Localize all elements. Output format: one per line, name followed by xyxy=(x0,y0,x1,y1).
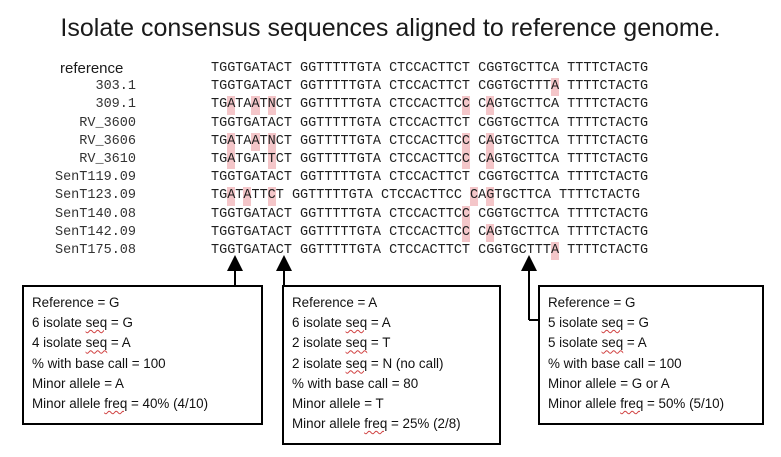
callout-abbrev: seq xyxy=(345,335,368,351)
sequence-row: TGATGATTCT GGTTTTTGTA CTCCACTTCC CAGTGCT… xyxy=(211,150,781,170)
callout-text: = T xyxy=(367,335,391,351)
callout-line: Minor allele freq = 25% (2/8) xyxy=(292,414,491,434)
callout-text: = 50% (5/10) xyxy=(643,395,725,411)
callout-abbrev: freq xyxy=(104,395,128,411)
sequence-row: TGGTGATACT GGTTTTTGTA CTCCACTTCT CGGTGCT… xyxy=(211,241,781,261)
sequence-row: TGGTGATACT GGTTTTTGTA CTCCACTTCT CGGTGCT… xyxy=(211,170,649,186)
callout-text: 5 isolate xyxy=(548,315,602,331)
callout-line: 4 isolate seq = A xyxy=(32,333,253,353)
sequence-alignment: TGGTGATACT GGTTTTTGTA CTCCACTTCT CGGTGCT… xyxy=(211,60,781,261)
callout-text: 2 isolate xyxy=(292,355,346,371)
callout-text: Minor allele xyxy=(548,395,621,411)
callout-text: Minor allele xyxy=(292,416,365,432)
sequence-row: TGATATTCT GGTTTTTGTA CTCCACTTCC CAGTGCTT… xyxy=(211,187,781,206)
callout-line: Minor allele = T xyxy=(292,395,384,411)
callout-text: 4 isolate xyxy=(32,335,86,351)
callout-line: 2 isolate seq = N (no call) xyxy=(292,354,491,374)
isolate-label: 303.1 xyxy=(95,79,136,95)
callout-text: = G xyxy=(623,315,649,331)
isolate-label: RV_3610 xyxy=(79,151,136,167)
callout-text: Minor allele xyxy=(32,395,105,411)
callout-abbrev: seq xyxy=(601,335,624,351)
callout-line: % with base call = 80 xyxy=(292,375,419,391)
sequence-row: TGGTGATACT GGTTTTTGTA CTCCACTTCT CGGTGCT… xyxy=(211,78,781,97)
callout-line: Minor allele = A xyxy=(32,375,124,391)
isolate-label: SenT175.08 xyxy=(54,242,136,258)
callout-line: 6 isolate seq = A xyxy=(292,313,491,333)
sequence-row: TGGTGATACT GGTTTTTGTA CTCCACTTCC CAGTGCT… xyxy=(211,223,781,242)
callout-abbrev: freq xyxy=(620,395,644,411)
callout-line: 2 isolate seq = T xyxy=(292,333,491,353)
isolate-label: SenT123.09 xyxy=(54,188,136,204)
callout-text: 2 isolate xyxy=(292,335,346,351)
isolate-label-column: reference 303.1 309.1 RV_3600 RV_3606 RV_3610… xyxy=(18,60,136,260)
callout-line: 5 isolate seq = G xyxy=(548,313,754,333)
sequence-row: TGATAATNCT GGTTTTTGTA CTCCACTTCC CAGTGCT… xyxy=(211,132,781,151)
sequence-row: TGGTGATACT GGTTTTTGTA CTCCACTTCC CGGTGCT… xyxy=(211,205,781,224)
callout-text: = A xyxy=(107,335,131,351)
callout-text: = G xyxy=(107,315,133,331)
isolate-label: 309.1 xyxy=(95,97,136,113)
isolate-label: SenT140.08 xyxy=(54,206,136,222)
sequence-row: TGGTGATACT GGTTTTTGTA CTCCACTTCT CGGTGCT… xyxy=(211,115,649,131)
callout-abbrev: seq xyxy=(345,315,368,331)
callout-abbrev: seq xyxy=(85,315,108,331)
sequence-row: TGATAATNCT GGTTTTTGTA CTCCACTTCC CAGTGCT… xyxy=(211,96,781,115)
callout-abbrev: freq xyxy=(364,416,388,432)
callout-text: = A xyxy=(367,315,391,331)
isolate-label: RV_3606 xyxy=(79,133,136,149)
callout-line: 6 isolate seq = G xyxy=(32,313,253,333)
callout-line: Reference = G xyxy=(32,295,120,310)
callout-abbrev: seq xyxy=(85,335,108,351)
callout-line: % with base call = 100 xyxy=(548,355,682,371)
callout-line: Minor allele freq = 50% (5/10) xyxy=(548,394,754,414)
callout-text: 6 isolate xyxy=(292,315,346,331)
callout-line: Reference = G xyxy=(548,295,636,310)
sequence-row: TGGTGATACT GGTTTTTGTA CTCCACTTCT CGGTGCT… xyxy=(211,61,649,76)
isolate-label: reference xyxy=(60,60,124,77)
isolate-label: SenT119.09 xyxy=(54,170,136,186)
callout-text: = A xyxy=(623,335,647,351)
callout-line: % with base call = 100 xyxy=(32,355,166,371)
isolate-label: RV_3600 xyxy=(79,115,136,131)
callout-line: Minor allele freq = 40% (4/10) xyxy=(32,394,253,414)
callout-text: = 40% (4/10) xyxy=(127,395,209,411)
callout-line: Reference = A xyxy=(292,295,378,310)
callout-text: = N (no call) xyxy=(367,355,444,371)
isolate-label: SenT142.09 xyxy=(54,224,136,240)
callout-text: 6 isolate xyxy=(32,315,86,331)
callout-text: = 25% (2/8) xyxy=(387,416,461,432)
callout-text: 5 isolate xyxy=(548,335,602,351)
diagram-title: Isolate consensus sequences aligned to r… xyxy=(60,14,721,42)
callout-line: Minor allele = G or A xyxy=(548,375,670,391)
callout-line: 5 isolate seq = A xyxy=(548,333,754,353)
callout-abbrev: seq xyxy=(601,315,624,331)
callout-abbrev: seq xyxy=(345,355,368,371)
